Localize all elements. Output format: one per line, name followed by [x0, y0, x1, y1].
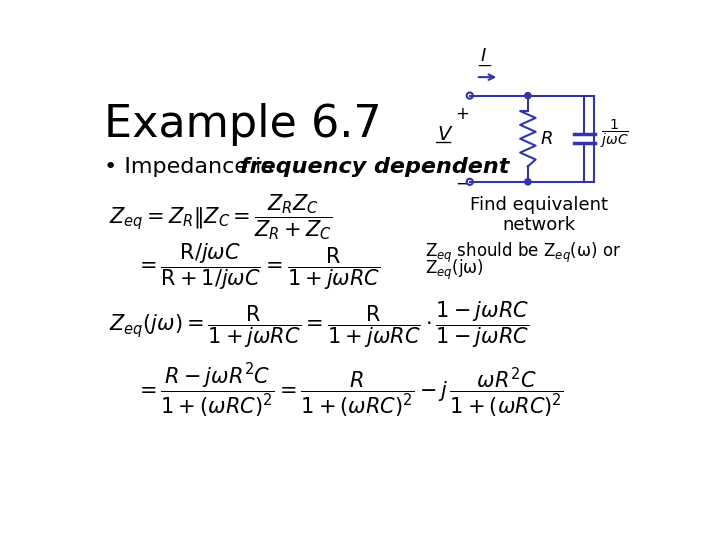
- Text: Example 6.7: Example 6.7: [104, 103, 382, 146]
- Text: $= \dfrac{\mathrm{R}/j\omega C}{\mathrm{R} + 1/ j\omega C} = \dfrac{\mathrm{R}}{: $= \dfrac{\mathrm{R}/j\omega C}{\mathrm{…: [135, 242, 380, 293]
- Text: $Z_{eq} = Z_R \| Z_C = \dfrac{Z_R Z_C}{Z_R + Z_C}$: $Z_{eq} = Z_R \| Z_C = \dfrac{Z_R Z_C}{Z…: [109, 192, 333, 241]
- Circle shape: [525, 179, 531, 185]
- Text: Z$_{eq}$ should be Z$_{eq}$(ω) or: Z$_{eq}$ should be Z$_{eq}$(ω) or: [425, 240, 621, 265]
- Text: • Impedance is: • Impedance is: [104, 157, 280, 177]
- Text: $V$: $V$: [437, 125, 454, 144]
- Text: $\dfrac{1}{j\omega C}$: $\dfrac{1}{j\omega C}$: [600, 118, 629, 150]
- Text: +: +: [455, 105, 469, 123]
- Text: frequency dependent: frequency dependent: [240, 157, 509, 177]
- Text: $R$: $R$: [540, 130, 553, 148]
- Text: $I$: $I$: [480, 47, 487, 65]
- Circle shape: [525, 92, 531, 99]
- Text: Z$_{eq}$(jω): Z$_{eq}$(jω): [425, 257, 484, 281]
- Text: Find equivalent
network: Find equivalent network: [469, 195, 608, 234]
- Text: −: −: [455, 174, 469, 192]
- Text: $Z_{eq}(j\omega) = \dfrac{\mathrm{R}}{1 + j\omega RC} = \dfrac{\mathrm{R}}{1 + j: $Z_{eq}(j\omega) = \dfrac{\mathrm{R}}{1 …: [109, 300, 530, 350]
- Text: $= \dfrac{R - j\omega R^2 C}{1 + (\omega RC)^2} = \dfrac{R}{1 + (\omega RC)^2} -: $= \dfrac{R - j\omega R^2 C}{1 + (\omega…: [135, 361, 564, 420]
